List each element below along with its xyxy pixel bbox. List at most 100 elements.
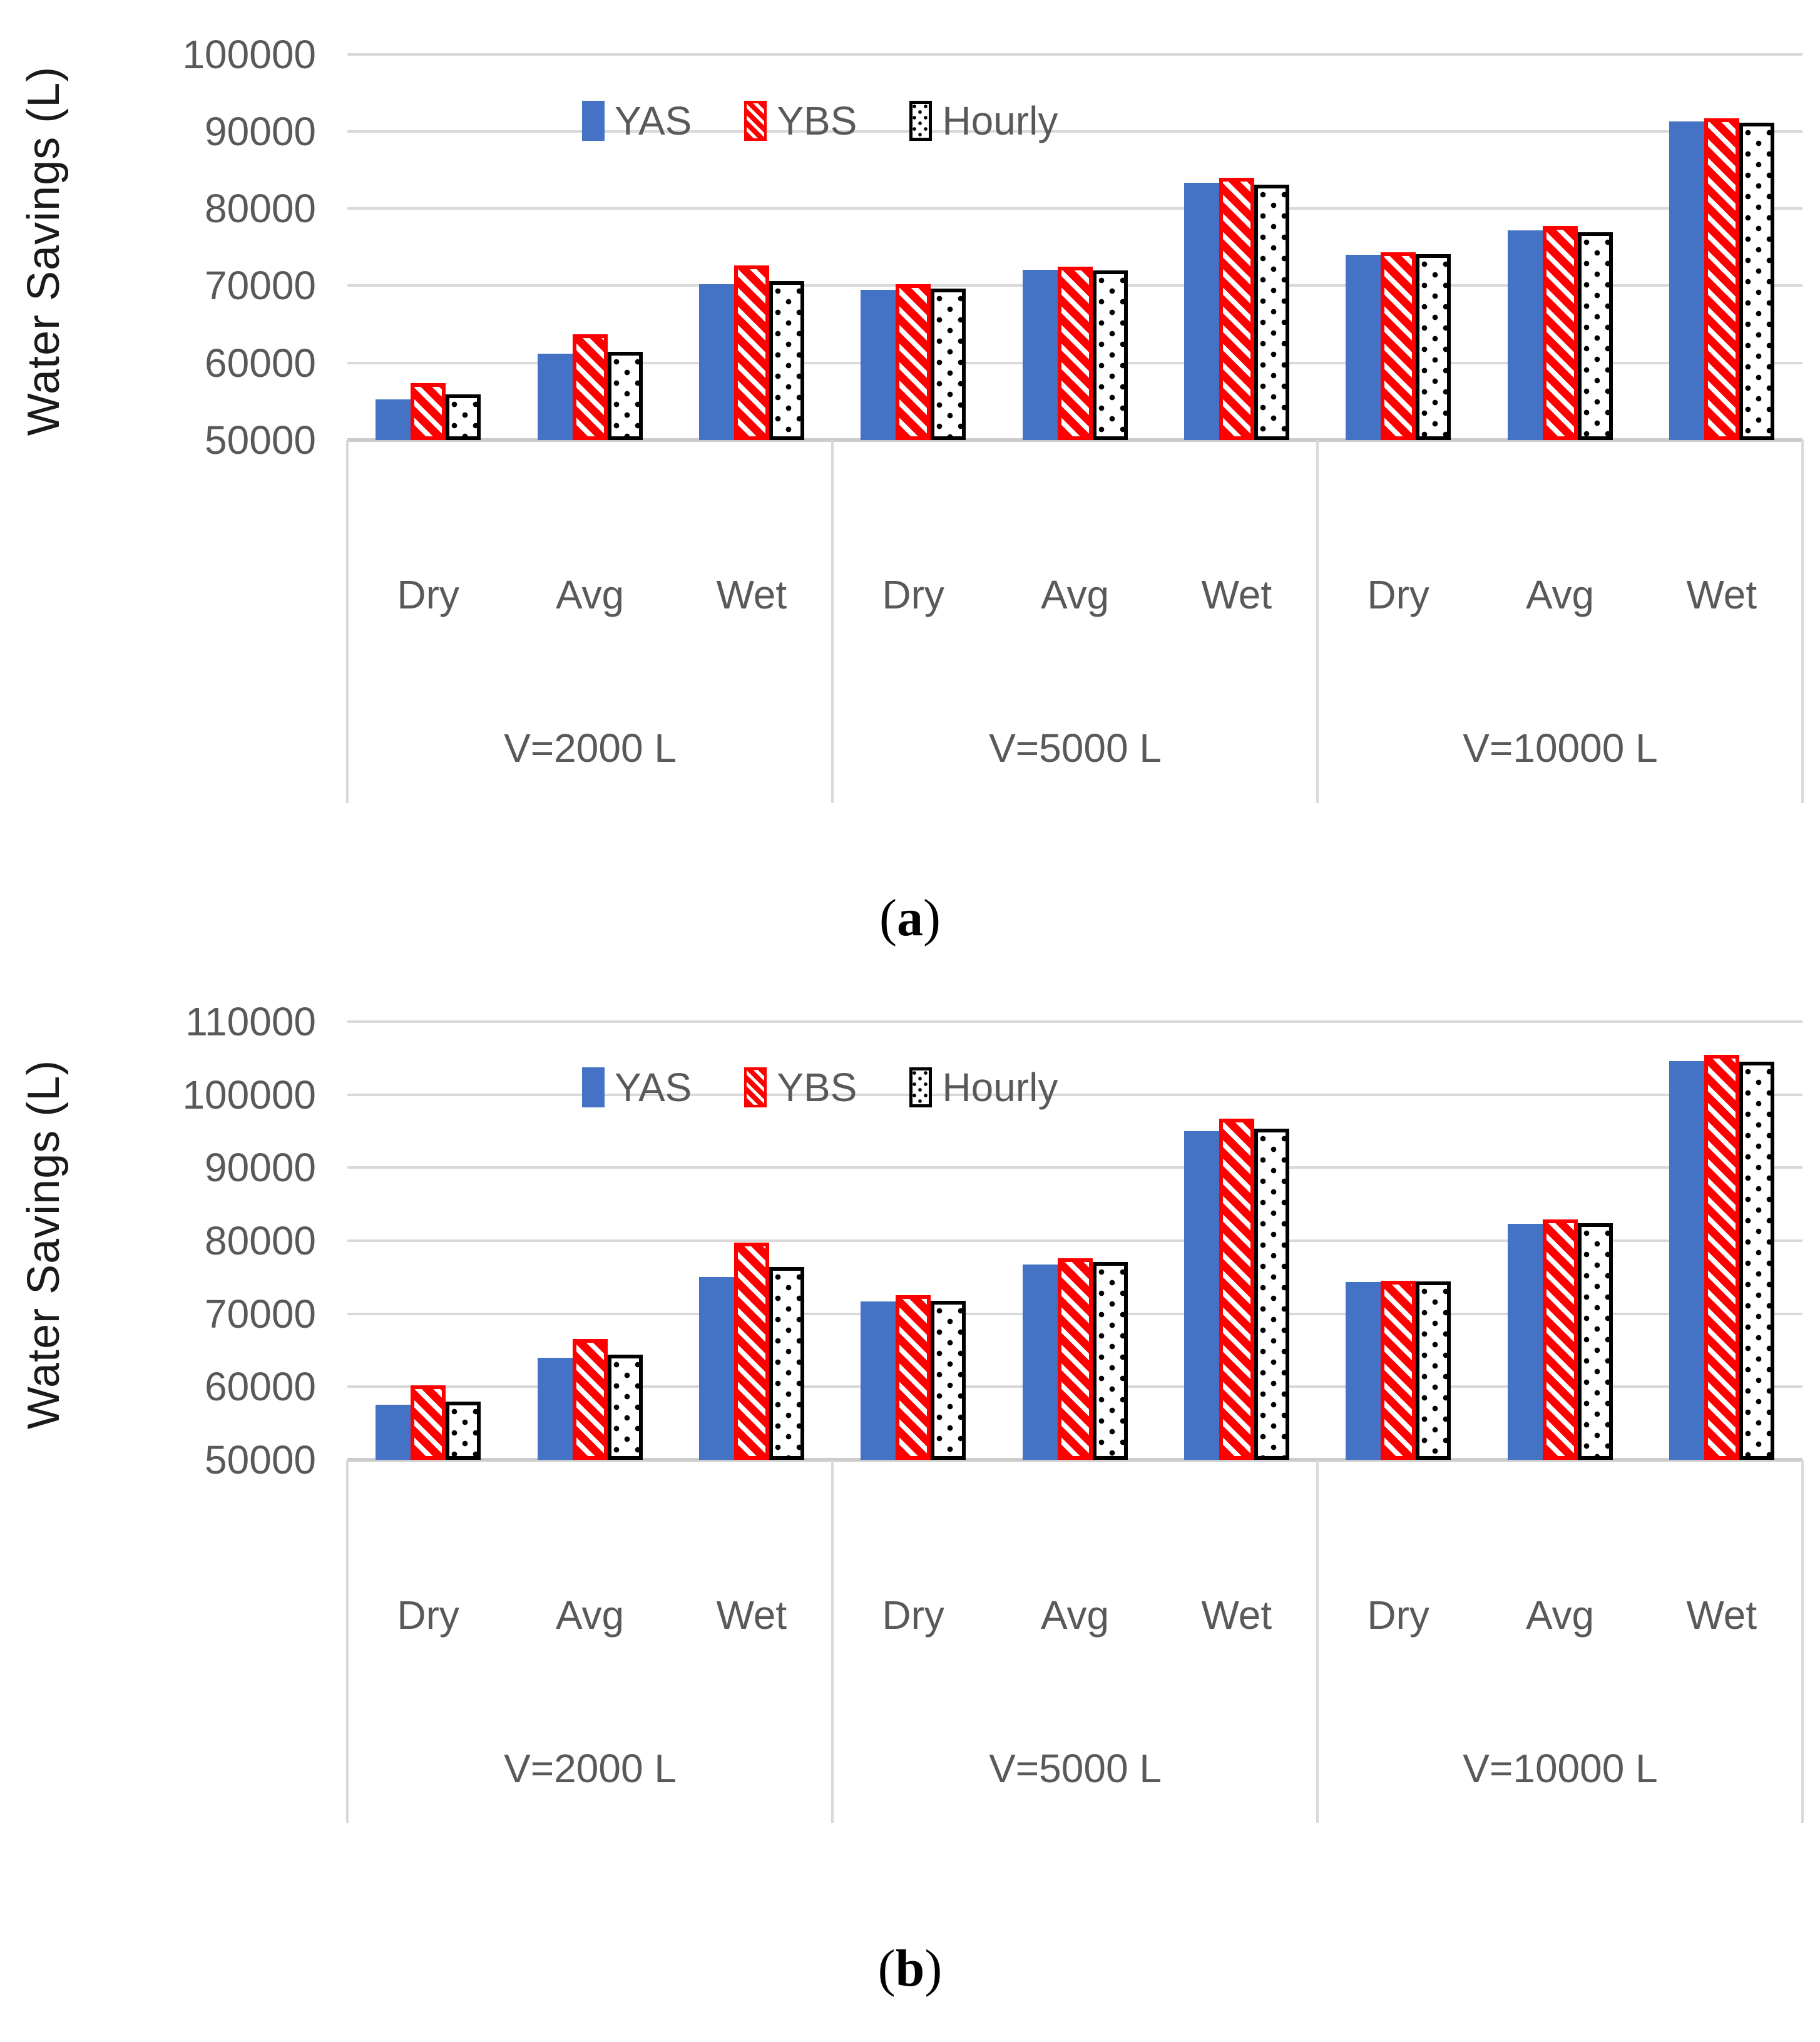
panel-caption-a: (a) xyxy=(0,887,1820,950)
legend-label-ybs: YBS xyxy=(777,98,857,143)
legend-swatch-hourly-icon xyxy=(909,1067,933,1107)
bar-yas-wet-2000L xyxy=(698,1277,734,1460)
condition-label-1: Avg xyxy=(555,572,625,617)
gridline-90000 xyxy=(347,130,1802,133)
x-axis-line-50000 xyxy=(347,1458,1802,1462)
bar-hourly-avg-10000L xyxy=(1577,232,1613,440)
bar-ybs-avg-5000L xyxy=(1057,1258,1093,1460)
bar-ybs-wet-10000L xyxy=(1704,118,1739,440)
y-tick-label-100000: 100000 xyxy=(182,1072,316,1117)
caption-paren-open: ( xyxy=(877,1939,896,1998)
x-axis-line-50000 xyxy=(347,438,1802,442)
condition-label-4: Avg xyxy=(1040,1593,1110,1638)
bar-yas-dry-2000L xyxy=(376,1405,411,1460)
bar-hourly-dry-10000L xyxy=(1416,254,1451,440)
bar-hourly-dry-2000L xyxy=(446,1401,481,1460)
bar-ybs-dry-5000L xyxy=(896,284,931,440)
bar-yas-wet-2000L xyxy=(698,284,734,440)
bar-yas-avg-2000L xyxy=(537,1357,573,1460)
caption-paren-open: ( xyxy=(879,889,897,947)
y-tick-label-50000: 50000 xyxy=(205,418,316,463)
bar-hourly-wet-2000L xyxy=(769,281,804,440)
bar-yas-avg-5000L xyxy=(1022,269,1058,440)
gridline-90000 xyxy=(347,1166,1802,1169)
bar-hourly-wet-5000L xyxy=(1254,184,1289,440)
bar-ybs-wet-5000L xyxy=(1219,177,1254,440)
legend-swatch-ybs-icon xyxy=(744,1067,767,1107)
bar-hourly-wet-2000L xyxy=(769,1266,804,1460)
bar-ybs-dry-10000L xyxy=(1381,1281,1416,1460)
bar-yas-avg-10000L xyxy=(1507,1224,1543,1460)
gridline-110000 xyxy=(347,1020,1802,1023)
legend-swatch-ybs-icon xyxy=(744,101,767,141)
bar-yas-dry-10000L xyxy=(1346,1282,1381,1460)
group-label-1: V=5000 L xyxy=(989,1746,1162,1791)
condition-label-5: Wet xyxy=(1201,1593,1272,1638)
group-label-1: V=5000 L xyxy=(989,726,1162,771)
legend-swatch-yas-icon xyxy=(582,101,605,141)
bar-ybs-dry-2000L xyxy=(411,382,446,440)
bar-ybs-avg-10000L xyxy=(1542,226,1578,440)
legend-item-ybs: YBS xyxy=(744,98,857,144)
condition-label-8: Wet xyxy=(1686,1593,1757,1638)
y-tick-label-110000: 110000 xyxy=(185,998,316,1044)
condition-label-2: Wet xyxy=(716,572,787,617)
bar-hourly-dry-2000L xyxy=(446,394,481,440)
legend: YAS YBS Hourly xyxy=(582,1064,1058,1111)
bar-yas-dry-2000L xyxy=(376,399,411,440)
caption-paren-close: ) xyxy=(923,889,941,947)
category-divider-1 xyxy=(831,440,834,803)
y-tick-label-70000: 70000 xyxy=(205,263,316,309)
condition-label-7: Avg xyxy=(1525,572,1595,617)
y-axis-title-a: Water Savings (L) xyxy=(19,66,69,436)
bar-hourly-avg-2000L xyxy=(607,352,643,440)
condition-label-4: Avg xyxy=(1040,572,1110,617)
condition-label-1: Avg xyxy=(555,1593,625,1638)
y-tick-label-60000: 60000 xyxy=(205,1364,316,1410)
condition-label-6: Dry xyxy=(1367,1593,1429,1638)
category-divider-0 xyxy=(346,1460,349,1823)
bar-ybs-dry-2000L xyxy=(411,1385,446,1460)
bar-hourly-avg-10000L xyxy=(1577,1223,1613,1460)
bar-ybs-dry-5000L xyxy=(896,1295,931,1460)
category-divider-3 xyxy=(1801,1460,1804,1823)
legend: YAS YBS Hourly xyxy=(582,98,1058,144)
legend-label-ybs: YBS xyxy=(777,1065,857,1110)
bar-ybs-avg-2000L xyxy=(572,1339,608,1460)
bar-yas-dry-5000L xyxy=(861,1301,896,1460)
gridline-80000 xyxy=(347,207,1802,210)
y-tick-label-70000: 70000 xyxy=(205,1291,316,1337)
category-divider-0 xyxy=(346,440,349,803)
condition-label-0: Dry xyxy=(397,1593,459,1638)
bar-ybs-avg-2000L xyxy=(572,334,608,440)
gridline-100000 xyxy=(347,1093,1802,1096)
legend-label-hourly: Hourly xyxy=(942,1065,1058,1110)
legend-item-yas: YAS xyxy=(582,98,692,144)
bar-yas-avg-5000L xyxy=(1022,1265,1058,1460)
bar-hourly-avg-5000L xyxy=(1092,1261,1128,1460)
bar-ybs-avg-10000L xyxy=(1542,1219,1578,1460)
bar-ybs-dry-10000L xyxy=(1381,252,1416,440)
y-tick-label-90000: 90000 xyxy=(205,1145,316,1191)
legend-item-hourly: Hourly xyxy=(909,1064,1058,1111)
bar-hourly-wet-5000L xyxy=(1254,1129,1289,1460)
caption-letter: a xyxy=(897,889,923,947)
bar-yas-wet-10000L xyxy=(1669,121,1704,440)
condition-label-2: Wet xyxy=(716,1593,787,1638)
category-divider-2 xyxy=(1316,440,1319,803)
caption-paren-close: ) xyxy=(924,1939,943,1998)
bar-yas-wet-5000L xyxy=(1184,183,1219,440)
bar-ybs-wet-10000L xyxy=(1704,1055,1739,1460)
legend-item-hourly: Hourly xyxy=(909,98,1058,144)
legend-item-ybs: YBS xyxy=(744,1064,857,1111)
group-label-2: V=10000 L xyxy=(1463,1746,1658,1791)
bar-hourly-avg-2000L xyxy=(607,1354,643,1460)
bar-ybs-wet-2000L xyxy=(734,1243,769,1460)
bar-hourly-wet-10000L xyxy=(1739,1061,1774,1460)
legend-swatch-yas-icon xyxy=(582,1067,605,1107)
bar-yas-wet-10000L xyxy=(1669,1060,1704,1460)
caption-letter: b xyxy=(895,1939,925,1998)
gridline-100000 xyxy=(347,53,1802,56)
y-tick-label-60000: 60000 xyxy=(205,340,316,386)
